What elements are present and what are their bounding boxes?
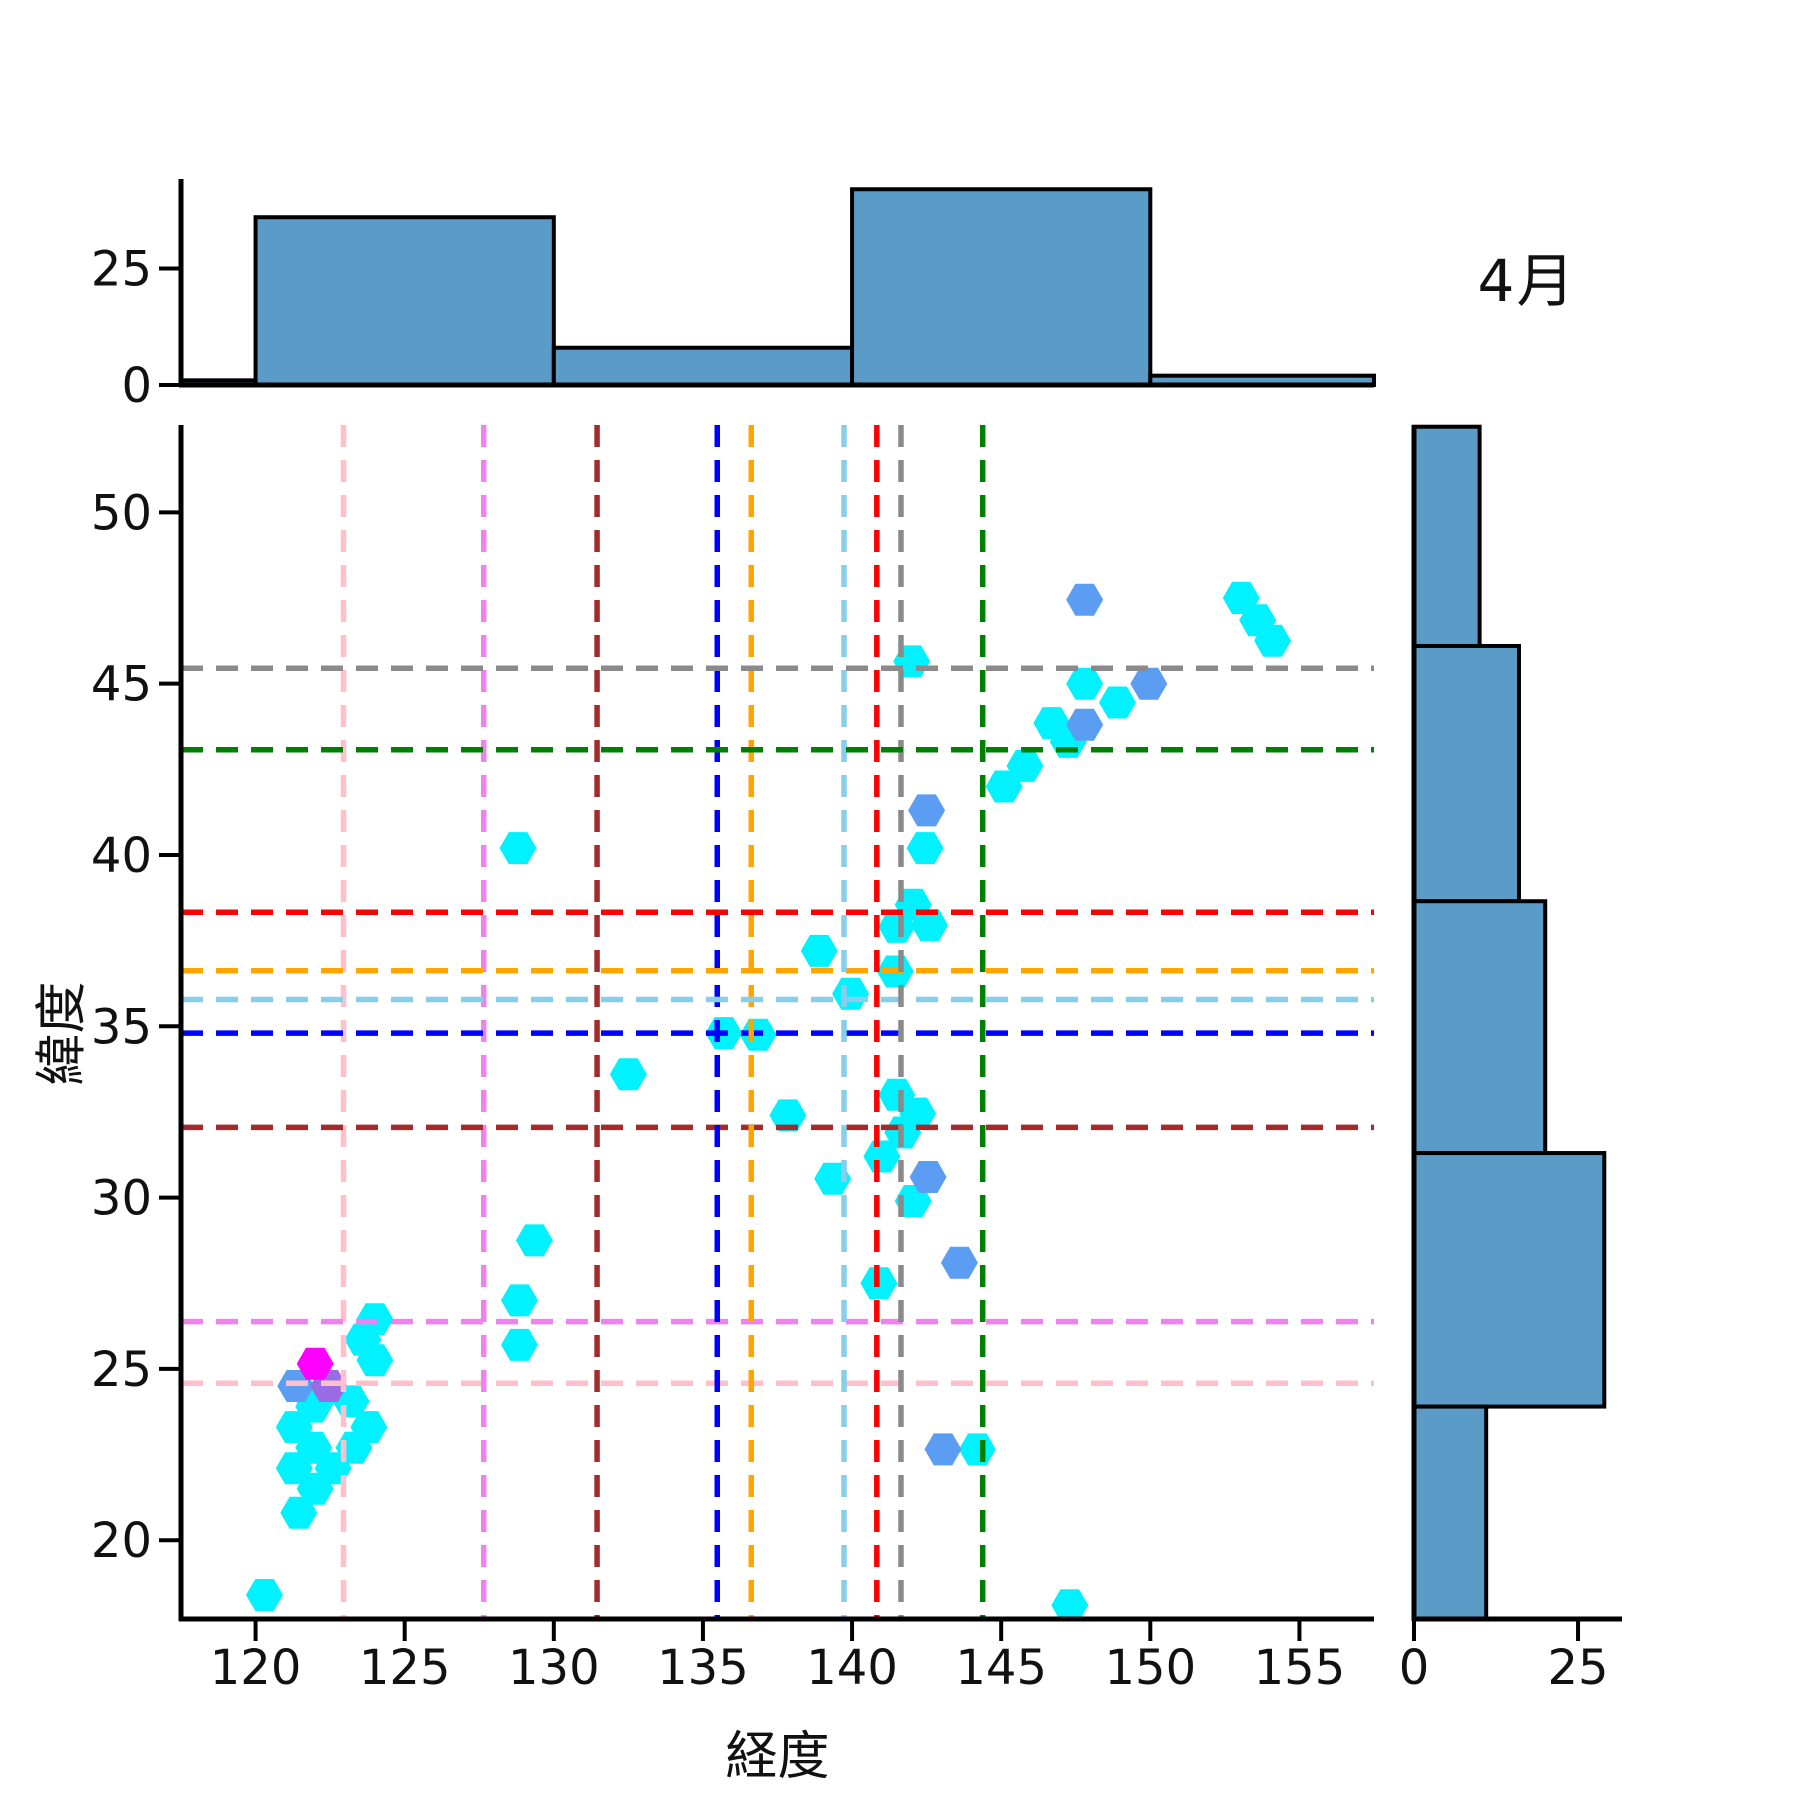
hex-marker-cyan — [275, 1452, 313, 1485]
right-hist-bar — [1412, 643, 1521, 904]
x-tick-label: 130 — [508, 1640, 600, 1696]
top-hist-bar — [850, 187, 1153, 387]
y-axis-label: 緯度 — [32, 981, 93, 1086]
hex-marker-cyan — [1051, 1589, 1089, 1619]
hex-marker-cornflowerblue — [909, 1161, 947, 1193]
hex-marker-magenta — [296, 1347, 334, 1380]
hex-marker-cyan — [863, 1140, 901, 1173]
hex-marker-cyan — [501, 1284, 538, 1317]
right-hist-bar — [1412, 1404, 1489, 1621]
right-hist-tick-label: 0 — [1399, 1640, 1430, 1696]
hex-marker-cyan — [609, 1058, 647, 1091]
x-tick-label: 155 — [1254, 1640, 1346, 1696]
hex-marker-cyan — [499, 832, 537, 865]
hex-marker-cornflowerblue — [908, 794, 946, 827]
top-hist-bar — [551, 345, 855, 388]
hex-marker-cornflowerblue — [940, 1246, 978, 1279]
hex-marker-cyan — [1066, 667, 1104, 700]
right-hist-bar — [1412, 424, 1482, 648]
hex-marker-layer — [246, 582, 1292, 1619]
hex-marker-cyan — [899, 1097, 937, 1130]
right-hist-bar — [1412, 899, 1548, 1156]
hex-marker-cyan — [1099, 686, 1136, 719]
right-hist-tick-label: 25 — [1547, 1640, 1608, 1696]
x-tick-label: 145 — [955, 1640, 1047, 1696]
x-tick-label: 150 — [1105, 1640, 1197, 1696]
hex-marker-cyan — [832, 977, 870, 1010]
y-tick-label: 25 — [91, 1342, 152, 1398]
x-tick-label: 125 — [359, 1640, 451, 1696]
top-hist-bar — [253, 215, 556, 387]
crosshair-layer — [181, 425, 1374, 1619]
hex-marker-cornflowerblue — [924, 1433, 962, 1466]
hex-marker-cyan — [906, 832, 944, 865]
x-tick-label: 135 — [657, 1640, 749, 1696]
y-tick-label: 30 — [91, 1171, 152, 1227]
hex-marker-cyan — [985, 770, 1023, 803]
top-hist-tick-label: 25 — [91, 241, 152, 297]
x-tick-label: 120 — [210, 1640, 302, 1696]
hex-marker-cyan — [958, 1433, 996, 1466]
x-tick-label: 140 — [806, 1640, 898, 1696]
y-tick-label: 40 — [91, 828, 152, 884]
hex-marker-cyan — [1254, 624, 1292, 657]
y-tick-label: 50 — [91, 485, 152, 541]
right-hist-bar — [1412, 1151, 1607, 1409]
x-axis-label: 経度 — [725, 1727, 830, 1787]
hex-marker-cornflowerblue — [1066, 708, 1104, 741]
y-tick-label: 45 — [91, 657, 152, 713]
hex-marker-cyan — [515, 1224, 553, 1257]
hex-marker-cyan — [296, 1472, 334, 1505]
chart-title: 4月 — [1477, 247, 1577, 315]
hex-marker-cyan — [769, 1099, 807, 1132]
hex-marker-cyan — [1006, 749, 1044, 782]
hex-marker-cyan — [800, 934, 838, 967]
hex-marker-cornflowerblue — [1130, 667, 1168, 700]
hex-marker-cyan — [356, 1344, 394, 1377]
hex-marker-cyan — [501, 1328, 538, 1361]
y-tick-label: 20 — [91, 1513, 152, 1569]
y-tick-label: 35 — [91, 999, 152, 1055]
hex-marker-cyan — [246, 1579, 283, 1611]
hex-marker-cornflowerblue — [1066, 583, 1104, 616]
top-hist-tick-label: 0 — [121, 358, 152, 414]
